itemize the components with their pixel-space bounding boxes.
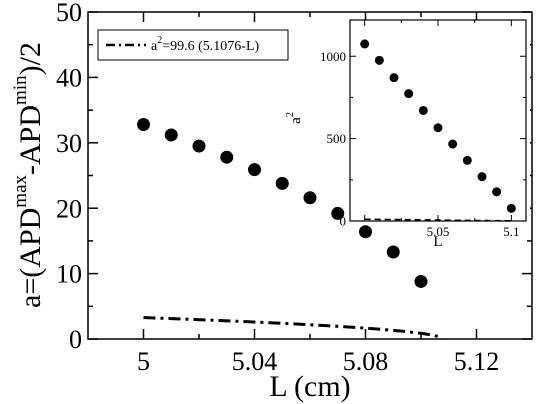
main-x-tick-label: 5.08 xyxy=(343,347,389,376)
main-x-tick-label: 5.04 xyxy=(232,347,278,376)
main-y-tick-label: 40 xyxy=(56,64,82,93)
inset-x-tick-label: 5.05 xyxy=(427,224,450,239)
main-data-points xyxy=(137,117,428,288)
inset-fit-line xyxy=(364,218,512,222)
inset-data-point xyxy=(506,203,516,213)
inset-background xyxy=(350,20,530,224)
main-y-tick-label: 20 xyxy=(56,194,82,223)
main-y-tick-label: 0 xyxy=(69,325,82,354)
main-x-axis-label: L (cm) xyxy=(269,370,350,403)
inset-data-point xyxy=(374,55,384,65)
main-x-tick-label: 5.12 xyxy=(454,347,500,376)
main-data-point xyxy=(359,225,372,239)
main-data-point xyxy=(414,274,428,288)
inset-x-tick-label: 5 xyxy=(361,224,368,239)
main-data-point xyxy=(275,176,289,190)
main-y-tick-label: 50 xyxy=(56,0,82,27)
inset-y-tick-label: 1000 xyxy=(320,49,346,64)
main-x-tick-label: 5 xyxy=(137,347,150,376)
inset-data-point xyxy=(433,123,443,133)
inset-data-point xyxy=(360,39,370,49)
main-data-point xyxy=(192,139,206,153)
legend: a2=99.6 (5.1076-L) xyxy=(97,29,289,61)
main-data-point xyxy=(137,117,150,131)
inset-data-point xyxy=(389,73,399,83)
inset-data-point xyxy=(418,105,428,115)
inset-data-point xyxy=(448,139,458,149)
inset-axis-ticks: 5 5.05 5.1 0 500 1000 xyxy=(320,20,526,239)
inset-data-point xyxy=(462,155,472,165)
main-y-tick-label: 30 xyxy=(56,129,82,158)
legend-label: a2=99.6 (5.1076-L) xyxy=(151,35,259,54)
main-fit-path xyxy=(143,316,444,341)
main-fit-curve xyxy=(143,316,444,341)
main-data-point xyxy=(164,128,178,142)
main-data-point xyxy=(303,191,317,205)
inset-data-point xyxy=(492,187,502,197)
main-data-point xyxy=(248,163,261,177)
main-y-axis-label: a=(APDmax-APDmin)/2 xyxy=(10,42,47,308)
inset-data-point xyxy=(404,89,414,99)
main-data-point xyxy=(331,206,345,220)
inset-x-axis-label: L xyxy=(433,234,442,250)
main-y-tick-label: 10 xyxy=(56,260,82,289)
inset-fit-path xyxy=(364,218,512,222)
inset-y-tick-label: 500 xyxy=(327,131,347,146)
main-data-point xyxy=(386,245,400,259)
main-data-point xyxy=(220,150,234,164)
inset-x-tick-label: 5.1 xyxy=(503,224,519,239)
inset-y-tick-label: 0 xyxy=(340,214,347,229)
inset-data-point xyxy=(477,172,487,182)
inset-data-points xyxy=(360,39,516,213)
inset-y-axis-label: a2 xyxy=(285,112,304,124)
